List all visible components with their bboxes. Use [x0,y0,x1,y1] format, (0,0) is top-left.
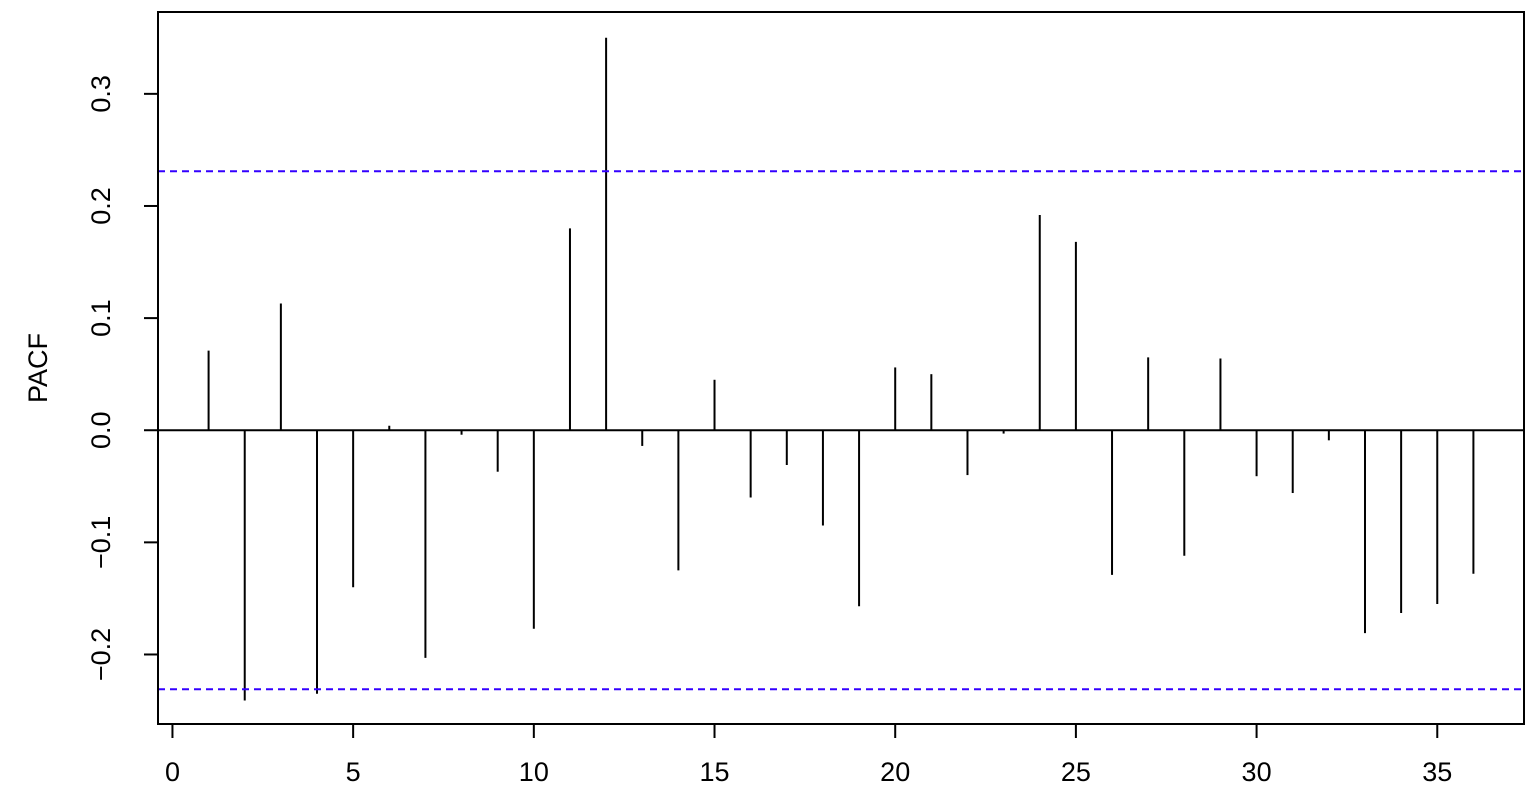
x-tick-label: 0 [165,757,180,787]
x-tick-label: 5 [346,757,361,787]
y-tick-label: 0.1 [86,299,116,337]
x-tick-label: 20 [880,757,910,787]
y-axis: −0.2 −0.1 0.0 0.1 0.2 0.3 [86,75,159,681]
x-tick-label: 15 [699,757,729,787]
y-tick-label: 0.0 [86,411,116,449]
pacf-bars [207,37,1475,701]
x-axis: 0 5 10 15 20 25 30 35 [165,723,1452,787]
x-tick-label: 35 [1422,757,1452,787]
x-tick-label: 25 [1061,757,1091,787]
y-tick-label: 0.3 [86,75,116,113]
reference-lines [158,170,1524,691]
x-tick-label: 30 [1242,757,1272,787]
y-axis-title: PACF [23,333,53,403]
y-tick-label: 0.2 [86,187,116,225]
y-tick-label: −0.2 [86,628,116,681]
plot-frame [157,11,1525,725]
x-tick-label: 10 [519,757,549,787]
y-tick-label: −0.1 [86,516,116,569]
